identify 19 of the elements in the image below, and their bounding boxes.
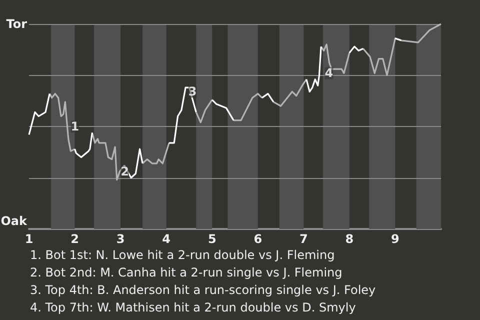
annotation: 4 — [324, 66, 334, 80]
x-tick-label: 4 — [162, 232, 171, 246]
text: 3. Top 4th: B. Anderson hit a run-scoring single vs J. Foley — [30, 283, 376, 297]
text: 2. Bot 2nd: M. Canha hit a 2-run single vs J. Fleming — [30, 266, 342, 280]
annotation: 1 — [70, 120, 80, 134]
x-tick-label: 3 — [116, 232, 125, 246]
annotation: 3 — [188, 84, 197, 99]
text: Oak — [0, 214, 28, 228]
text: Tor — [6, 17, 28, 31]
text: 1. Bot 1st: N. Lowe hit a 2-run double vs J. Fleming — [30, 248, 335, 262]
x-tick-label: 6 — [254, 232, 262, 246]
x-tick-label: 2 — [70, 232, 79, 246]
x-tick-label: 1 — [24, 232, 34, 246]
text: 4. Top 7th: W. Mathisen hit a 2-run double vs D. Smyly — [30, 300, 356, 314]
x-tick-label: 7 — [299, 232, 308, 246]
annotation: 2 — [120, 164, 129, 179]
x-tick-label: 5 — [208, 232, 216, 246]
x-tick-label: 8 — [345, 232, 354, 246]
x-tick-label: 9 — [391, 232, 400, 246]
